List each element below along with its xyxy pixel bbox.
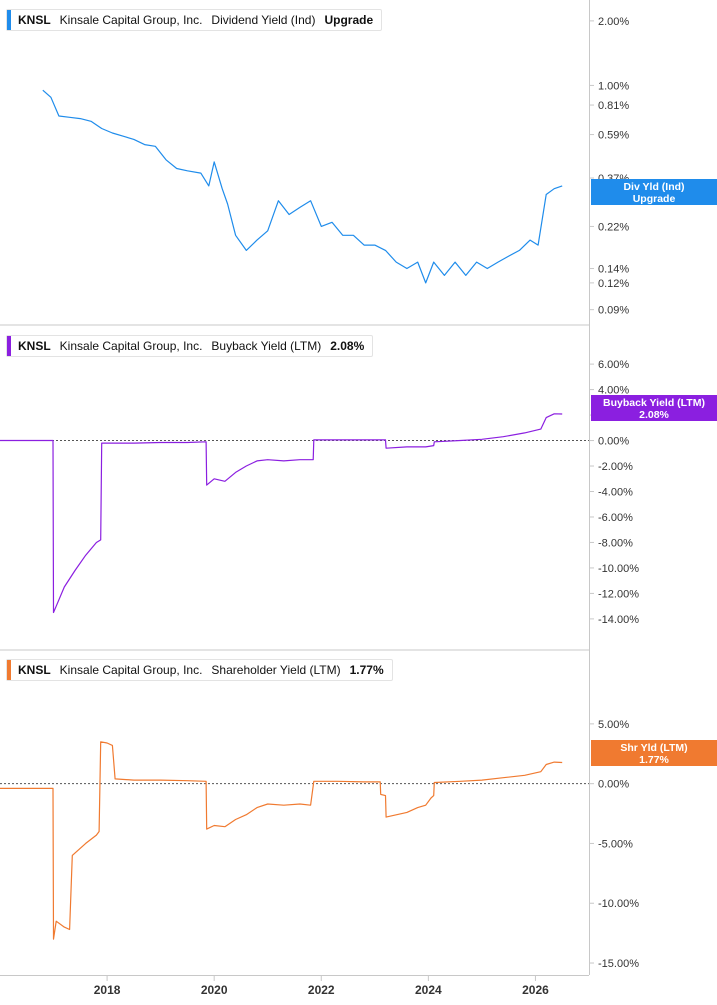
flag-value: Upgrade [632, 193, 676, 205]
y-tick-label: 0.09% [598, 305, 629, 317]
metric-name: Dividend Yield (Ind) [211, 13, 316, 27]
y-tick-label: 5.00% [598, 719, 629, 731]
company-name: Kinsale Capital Group, Inc. [59, 339, 203, 353]
series-line-1 [42, 89, 563, 284]
y-tick-label: -4.00% [598, 487, 633, 499]
series-color-swatch [7, 10, 11, 30]
metric-value[interactable]: Upgrade [324, 13, 374, 27]
series-color-swatch [7, 660, 11, 680]
y-tick-label: -14.00% [598, 614, 639, 626]
x-tick-label: 2022 [308, 983, 335, 997]
y-tick-label: -2.00% [598, 461, 633, 473]
metric-value: 1.77% [349, 663, 384, 677]
y-tick-label: 0.14% [598, 264, 629, 276]
y-tick-label: 1.00% [598, 80, 629, 92]
y-tick-label: -10.00% [598, 898, 639, 910]
metric-name: Shareholder Yield (LTM) [211, 663, 341, 677]
y-tick-label: -8.00% [598, 537, 633, 549]
company-name: Kinsale Capital Group, Inc. [59, 663, 203, 677]
series-line-3 [0, 741, 563, 940]
x-tick-label: 2020 [201, 983, 228, 997]
y-tick-label: 0.22% [598, 221, 629, 233]
ticker-label: KNSL [18, 663, 51, 677]
x-tick-label: 2026 [522, 983, 549, 997]
series-line-2 [0, 413, 563, 614]
series-color-swatch [7, 336, 11, 356]
y-tick-label: -15.00% [598, 958, 639, 970]
legend-buyback: KNSL Kinsale Capital Group, Inc. Buyback… [6, 335, 374, 357]
flag-label: Shr Yld (LTM) [620, 742, 688, 754]
value-flag-dividend: Div Yld (Ind) Upgrade [591, 179, 717, 205]
flag-value: 2.08% [639, 409, 669, 421]
y-tick-label: 2.00% [598, 16, 629, 28]
y-tick-label: -6.00% [598, 512, 633, 524]
y-tick-label: -12.00% [598, 588, 639, 600]
y-tick-label: 0.00% [598, 779, 629, 791]
legend-dividend: KNSL Kinsale Capital Group, Inc. Dividen… [6, 9, 383, 31]
value-flag-shareholder: Shr Yld (LTM) 1.77% [591, 740, 717, 766]
y-tick-label: -10.00% [598, 563, 639, 575]
x-tick-label: 2018 [94, 983, 121, 997]
y-tick-label: 0.59% [598, 130, 629, 142]
flag-label: Buyback Yield (LTM) [603, 397, 705, 409]
x-tick-label: 2024 [415, 983, 442, 997]
flag-value: 1.77% [639, 754, 669, 766]
y-tick-label: 0.00% [598, 436, 629, 448]
y-tick-label: 6.00% [598, 359, 629, 371]
ticker-label: KNSL [18, 13, 51, 27]
legend-shareholder: KNSL Kinsale Capital Group, Inc. Shareho… [6, 659, 393, 681]
y-tick-label: 0.12% [598, 278, 629, 290]
ticker-label: KNSL [18, 339, 51, 353]
metric-value: 2.08% [330, 339, 365, 353]
y-tick-label: 4.00% [598, 385, 629, 397]
company-name: Kinsale Capital Group, Inc. [59, 13, 203, 27]
metric-name: Buyback Yield (LTM) [211, 339, 322, 353]
y-tick-label: 0.81% [598, 100, 629, 112]
value-flag-buyback: Buyback Yield (LTM) 2.08% [591, 395, 717, 421]
y-tick-label: -5.00% [598, 838, 633, 850]
flag-label: Div Yld (Ind) [623, 181, 685, 193]
